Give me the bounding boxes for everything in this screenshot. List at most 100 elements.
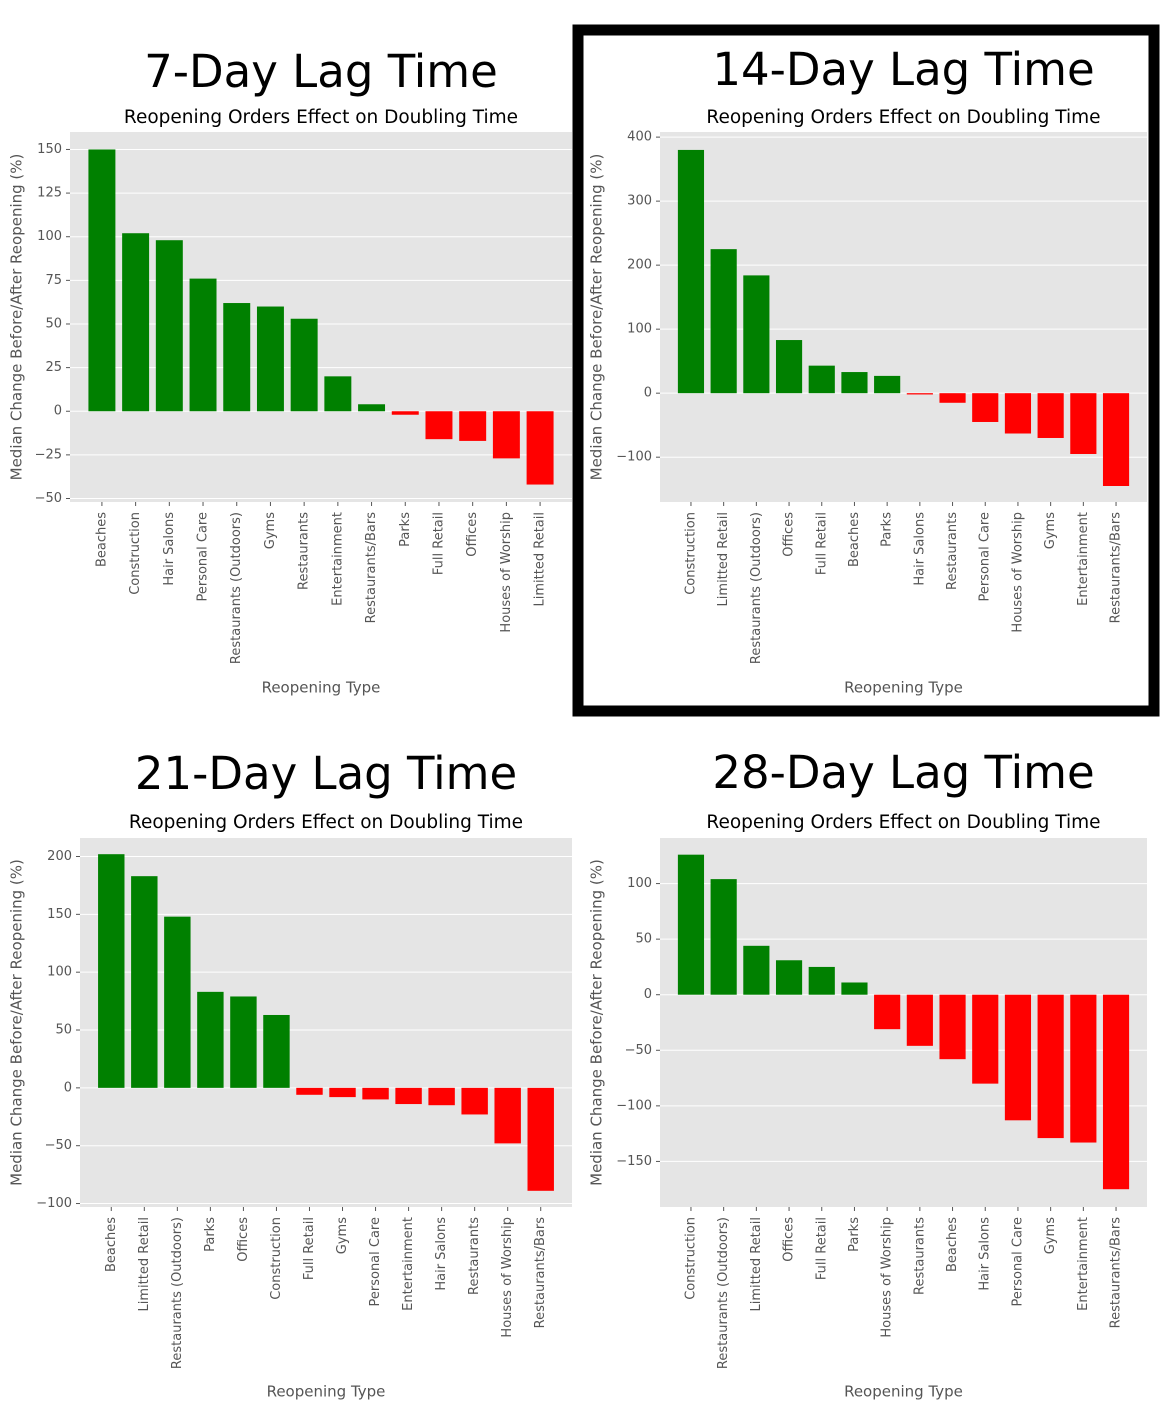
- bar: [1037, 393, 1064, 438]
- x-tick-label: Restaurants (Outdoors): [170, 1217, 185, 1369]
- bar: [527, 1087, 554, 1191]
- bar: [122, 233, 150, 412]
- y-tick-label: 300: [627, 194, 652, 209]
- y-tick-label: 150: [47, 907, 72, 922]
- y-tick-label: −50: [45, 1138, 72, 1153]
- x-tick-label: Personal Care: [196, 512, 211, 602]
- x-tick-label: Full Retail: [431, 512, 446, 575]
- bar: [906, 393, 933, 395]
- y-tick-label: 125: [37, 186, 62, 201]
- x-tick-label: Houses of Worship: [500, 1217, 515, 1338]
- x-axis-label: Reopening Type: [267, 1383, 386, 1401]
- x-tick-label: Hair Salons: [912, 512, 927, 586]
- bar: [461, 1087, 488, 1115]
- bar: [1070, 393, 1097, 454]
- y-tick-label: 0: [64, 1080, 72, 1095]
- y-tick-label: −50: [625, 1043, 652, 1058]
- bar: [808, 966, 835, 995]
- x-tick-label: Limitted Retail: [716, 512, 731, 606]
- bar: [906, 994, 933, 1046]
- bar: [1004, 393, 1032, 434]
- bar: [362, 1087, 389, 1100]
- x-tick-label: Restaurants/Bars: [364, 512, 379, 624]
- x-tick-label: Parks: [203, 1217, 218, 1252]
- bar: [841, 982, 868, 995]
- x-tick-label: Construction: [128, 512, 143, 595]
- bar: [329, 1087, 356, 1098]
- bar: [395, 1087, 422, 1105]
- x-tick-label: Full Retail: [302, 1217, 317, 1280]
- chart-title: Reopening Orders Effect on Doubling Time: [129, 812, 523, 833]
- bar: [710, 879, 737, 995]
- bar: [98, 854, 125, 1088]
- bar: [189, 278, 217, 412]
- x-tick-label: Restaurants: [297, 512, 312, 590]
- y-tick-label: 150: [37, 142, 62, 157]
- bar: [296, 1087, 323, 1095]
- panel-title: 28-Day Lag Time: [712, 746, 1094, 799]
- y-tick-label: 100: [627, 322, 652, 337]
- y-tick-label: 50: [635, 932, 652, 947]
- panel-title: 7-Day Lag Time: [144, 45, 498, 98]
- x-tick-label: Beaches: [945, 1217, 960, 1272]
- highlight-frame: [572, 24, 1160, 717]
- x-tick-label: Restaurants: [912, 1217, 927, 1295]
- x-tick-label: Restaurants/Bars: [1109, 1217, 1124, 1329]
- bar: [526, 411, 554, 485]
- y-tick-label: 0: [644, 987, 652, 1002]
- x-tick-label: Gyms: [1043, 1217, 1058, 1254]
- x-tick-label: Beaches: [104, 1217, 119, 1272]
- x-tick-label: Personal Care: [1010, 1217, 1025, 1307]
- x-tick-label: Personal Care: [368, 1217, 383, 1307]
- bar: [494, 1087, 521, 1144]
- x-tick-label: Restaurants/Bars: [533, 1217, 548, 1329]
- y-axis-label: Median Change Before/After Reopening (%): [588, 154, 606, 481]
- chart-title: Reopening Orders Effect on Doubling Time: [706, 107, 1100, 128]
- bar: [428, 1087, 455, 1106]
- y-tick-label: −150: [616, 1154, 652, 1169]
- y-axis-label: Median Change Before/After Reopening (%): [8, 859, 26, 1186]
- x-tick-label: Restaurants (Outdoors): [716, 1217, 731, 1369]
- x-tick-label: Beaches: [847, 512, 862, 567]
- bar: [939, 393, 966, 403]
- x-tick-label: Houses of Worship: [880, 1217, 895, 1338]
- x-tick-label: Restaurants: [467, 1217, 482, 1295]
- x-axis-label: Reopening Type: [844, 679, 963, 697]
- bar: [677, 149, 705, 394]
- x-tick-label: Offices: [782, 512, 797, 557]
- plot-area: [660, 132, 1147, 502]
- x-tick-label: Offices: [236, 1217, 251, 1262]
- bar: [223, 303, 251, 412]
- x-tick-label: Construction: [683, 512, 698, 595]
- x-tick-label: Hair Salons: [978, 1217, 993, 1291]
- chart-title: Reopening Orders Effect on Doubling Time: [706, 812, 1100, 833]
- x-tick-label: Restaurants: [945, 512, 960, 590]
- x-tick-label: Limitted Retail: [137, 1217, 152, 1311]
- x-tick-label: Entertainment: [1076, 1217, 1091, 1311]
- x-tick-label: Parks: [880, 512, 895, 547]
- bar: [710, 249, 737, 394]
- y-tick-label: 100: [37, 229, 62, 244]
- x-tick-label: Offices: [465, 512, 480, 557]
- y-axis-label: Median Change Before/After Reopening (%): [588, 859, 606, 1186]
- x-tick-label: Entertainment: [1076, 512, 1091, 606]
- x-tick-label: Parks: [847, 1217, 862, 1252]
- bar: [808, 365, 835, 394]
- y-tick-label: −25: [35, 447, 62, 462]
- y-tick-label: 75: [45, 273, 62, 288]
- y-tick-label: 50: [45, 316, 62, 331]
- x-tick-label: Parks: [398, 512, 413, 547]
- bar: [88, 149, 116, 412]
- bar: [263, 1014, 290, 1088]
- bar: [775, 960, 803, 995]
- x-tick-label: Limitted Retail: [749, 1217, 764, 1311]
- plot-area: [70, 132, 572, 502]
- x-tick-label: Beaches: [94, 512, 109, 567]
- bar: [1004, 994, 1032, 1121]
- bar: [391, 411, 419, 415]
- bar: [677, 854, 705, 995]
- bar: [1037, 994, 1064, 1139]
- y-tick-label: 400: [627, 130, 652, 145]
- y-tick-label: −50: [35, 491, 62, 506]
- x-tick-label: Hair Salons: [162, 512, 177, 586]
